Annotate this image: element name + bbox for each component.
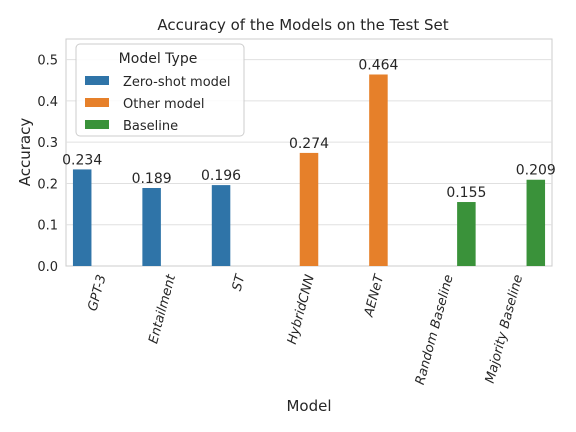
legend-swatch — [85, 120, 109, 129]
legend-swatch — [85, 76, 109, 85]
bar — [299, 152, 319, 266]
y-tick-label: 0.0 — [37, 260, 58, 275]
x-axis-label: Model — [286, 397, 331, 415]
x-tick-label: ST — [230, 272, 249, 293]
y-axis-label: Accuracy — [16, 118, 34, 187]
y-tick-label: 0.1 — [37, 219, 58, 234]
x-tick-labels: GPT-3 Entailment ST HybridCNN AENeT Random Ba… — [86, 272, 527, 386]
y-tick-label: 0.4 — [37, 95, 58, 110]
y-tick-labels: 0.0 0.1 0.2 0.3 0.4 0.5 — [37, 54, 58, 275]
bar — [457, 202, 476, 266]
bar-value-label: 0.209 — [516, 163, 556, 179]
bar — [369, 74, 388, 267]
x-tick-label: GPT-3 — [86, 273, 110, 313]
bar — [526, 179, 546, 266]
bar-value-labels: 0.234 0.189 0.196 0.274 0.464 0.155 0.209 — [62, 57, 556, 201]
bar-value-label: 0.196 — [201, 168, 241, 184]
legend-swatch — [85, 98, 109, 107]
x-tick-label: AENeT — [361, 272, 387, 319]
x-tick-label: HybridCNN — [285, 273, 318, 346]
bar-value-label: 0.189 — [132, 171, 172, 187]
chart-title: Accuracy of the Models on the Test Set — [157, 16, 448, 34]
legend-title: Model Type — [119, 51, 198, 67]
bar-value-label: 0.155 — [446, 185, 486, 201]
x-tick-label: Entailment — [146, 272, 179, 345]
y-tick-label: 0.3 — [37, 136, 58, 151]
x-tick-label: Random Baseline — [413, 273, 457, 386]
y-tick-label: 0.5 — [37, 54, 58, 69]
legend-entry-label: Zero-shot model — [123, 75, 231, 90]
bar-value-label: 0.234 — [62, 152, 102, 168]
bars — [72, 74, 546, 267]
legend-box — [75, 43, 245, 137]
bar — [211, 185, 231, 266]
bar-value-label: 0.464 — [358, 57, 398, 73]
legend: Model Type Zero-shot model Other model Base… — [75, 43, 245, 137]
bar-value-label: 0.274 — [289, 136, 329, 152]
x-tick-label: Majority Baseline — [483, 273, 526, 385]
legend-entry-label: Baseline — [123, 119, 178, 134]
legend-entry-label: Other model — [123, 97, 205, 112]
y-tick-label: 0.2 — [37, 177, 58, 192]
bar — [142, 187, 161, 266]
bar — [72, 169, 92, 266]
